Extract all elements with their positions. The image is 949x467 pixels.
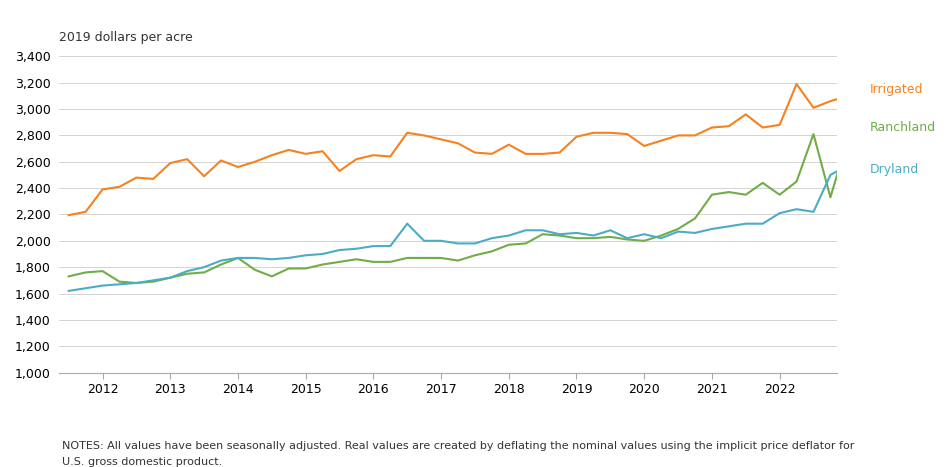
- Text: NOTES: All values have been seasonally adjusted. Real values are created by defl: NOTES: All values have been seasonally a…: [62, 441, 854, 451]
- Text: 2019 dollars per acre: 2019 dollars per acre: [59, 31, 193, 44]
- Text: Irrigated: Irrigated: [869, 83, 923, 96]
- Text: Dryland: Dryland: [869, 163, 919, 176]
- Text: Ranchland: Ranchland: [869, 121, 936, 134]
- Text: U.S. gross domestic product.: U.S. gross domestic product.: [62, 457, 222, 467]
